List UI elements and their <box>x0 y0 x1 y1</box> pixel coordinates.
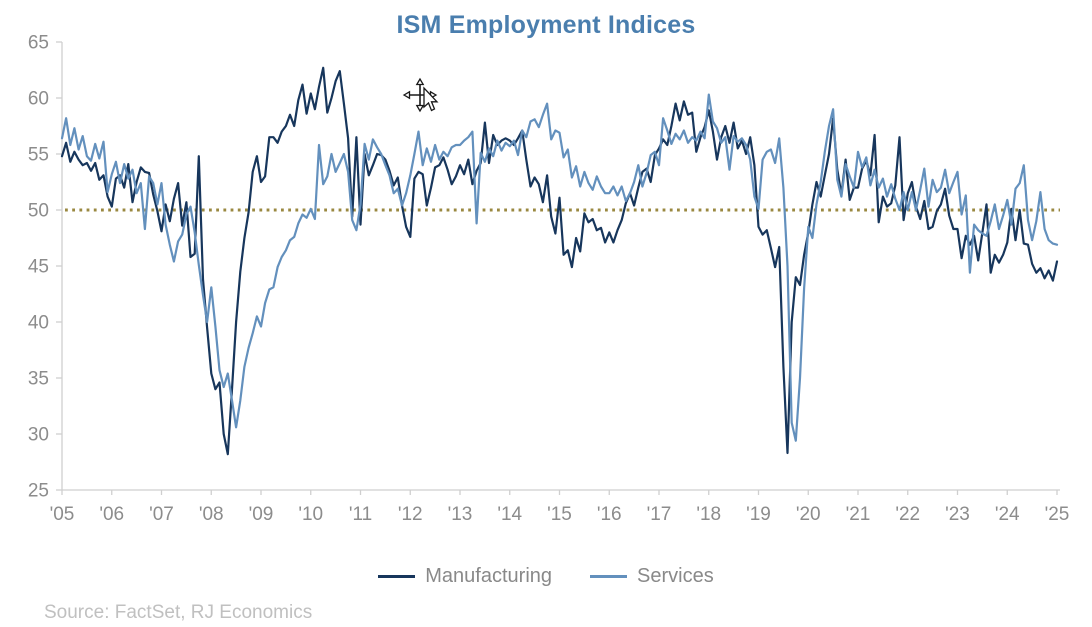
move-cursor-icon <box>402 77 439 113</box>
y-tick-label: 35 <box>28 369 49 390</box>
x-tick-label: '15 <box>547 504 572 525</box>
x-tick-label: '12 <box>398 504 423 525</box>
x-tick-label: '09 <box>249 504 274 525</box>
x-tick-label: '11 <box>349 504 372 525</box>
chart-title: ISM Employment Indices <box>396 11 696 39</box>
x-tick-label: '19 <box>746 504 771 525</box>
y-tick-label: 60 <box>28 89 49 110</box>
x-tick-label: '05 <box>50 504 75 525</box>
manufacturing-line-swatch <box>378 575 416 578</box>
y-tick-label: 30 <box>28 425 49 446</box>
x-tick-label: '23 <box>945 504 970 525</box>
x-tick-label: '14 <box>497 504 522 525</box>
x-tick-label: '25 <box>1045 504 1070 525</box>
y-tick-label: 25 <box>28 481 49 502</box>
y-tick-label: 55 <box>28 145 49 166</box>
x-tick-label: '22 <box>895 504 920 525</box>
legend-item-manufacturing: Manufacturing <box>378 565 552 588</box>
y-tick-label: 40 <box>28 313 49 334</box>
source-note: Source: FactSet, RJ Economics <box>44 602 313 623</box>
legend-item-services: Services <box>590 565 714 588</box>
series-line-manufacturing <box>60 66 1059 456</box>
x-tick-label: '06 <box>99 504 124 525</box>
x-tick-label: '13 <box>448 504 473 525</box>
x-tick-label: '18 <box>696 504 721 525</box>
x-tick-label: '17 <box>647 504 672 525</box>
y-tick-label: 65 <box>28 33 49 54</box>
x-tick-label: '24 <box>995 504 1020 525</box>
series-line-services <box>60 93 1059 442</box>
y-tick-label: 45 <box>28 257 49 278</box>
legend: Manufacturing Services <box>0 565 1092 588</box>
x-tick-label: '21 <box>846 504 871 525</box>
legend-label-manufacturing: Manufacturing <box>425 565 553 587</box>
x-tick-label: '10 <box>298 504 323 525</box>
services-line-swatch <box>590 575 628 578</box>
y-tick-label: 50 <box>28 201 49 222</box>
legend-label-services: Services <box>637 565 714 587</box>
x-tick-label: '07 <box>149 504 174 525</box>
x-tick-label: '20 <box>796 504 821 525</box>
x-tick-label: '08 <box>199 504 224 525</box>
x-tick-label: '16 <box>597 504 622 525</box>
